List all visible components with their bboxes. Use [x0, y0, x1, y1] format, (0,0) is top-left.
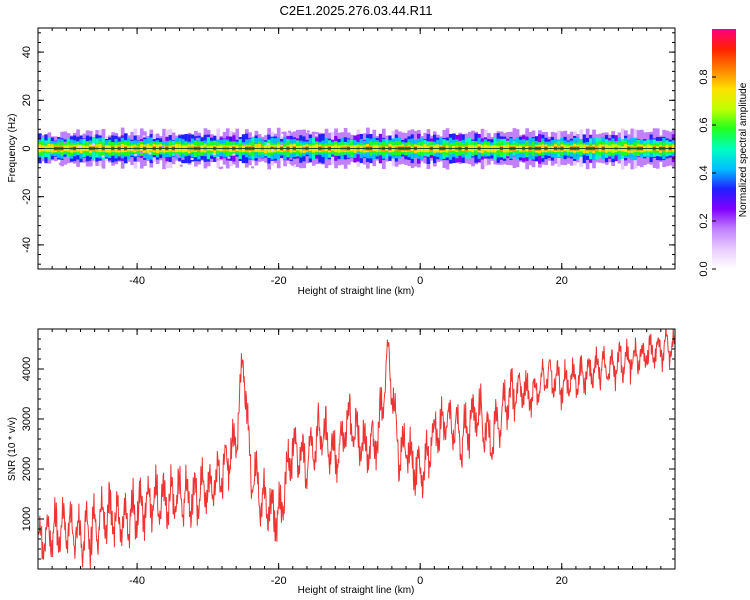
spectrogram-y-tick-label: 0	[21, 145, 33, 151]
heatmap-cell	[426, 145, 431, 153]
heatmap-speckle	[148, 152, 152, 155]
snr-panel: -40 -20 0 20 1000 2000 3000 4000 Height of stra…	[7, 328, 676, 596]
heatmap-speckle	[227, 156, 231, 159]
heatmap-cell	[483, 144, 488, 152]
heatmap-cell	[47, 144, 52, 152]
spectrogram-x-tick-label: 20	[556, 275, 568, 287]
heatmap-speckle	[134, 153, 138, 156]
colorbar-tick-label: 0.4	[698, 165, 710, 180]
snr-x-axis-label: Height of straight line (km)	[298, 585, 415, 596]
heatmap-speckle	[215, 158, 219, 161]
spectrogram-heatmap	[38, 127, 675, 170]
heatmap-speckle	[176, 155, 180, 158]
snr-frame	[37, 328, 676, 570]
heatmap-speckle	[91, 143, 95, 146]
heatmap-speckle	[226, 164, 230, 167]
snr-x-tick-label: -20	[271, 575, 287, 587]
heatmap-cell	[617, 144, 622, 152]
heatmap-speckle	[161, 145, 165, 148]
spectrogram-x-tick-label: 0	[417, 275, 423, 287]
heatmap-speckle	[232, 153, 236, 156]
snr-series-line	[38, 329, 675, 569]
snr-y-axis-label: SNR (10 * v/v)	[7, 417, 18, 481]
heatmap-speckle	[179, 164, 183, 167]
heatmap-speckle	[314, 134, 318, 137]
chart-title: C2E1.2025.276.03.44.R11	[280, 3, 433, 18]
heatmap-cell	[299, 145, 303, 153]
snr-y-tick-label: 2000	[21, 457, 33, 481]
heatmap-speckle	[181, 157, 185, 160]
snr-y-tick-label: 4000	[21, 357, 33, 381]
heatmap-cell	[579, 144, 584, 152]
spectrogram-panel: -40 -20 0 20 -40 -20 0 20 40 Height of straight …	[7, 27, 676, 297]
heatmap-speckle	[242, 143, 246, 146]
spectrogram-frame	[37, 27, 676, 270]
heatmap-speckle	[306, 130, 310, 133]
snr-x-tick-label: -40	[129, 575, 145, 587]
colorbar-tick-label: 0.8	[698, 69, 710, 84]
colorbar-gradient	[712, 29, 736, 269]
spectrogram-y-tick-label: -20	[21, 189, 33, 205]
colorbar-tick-label: 0.6	[698, 117, 710, 132]
heatmap-speckle	[142, 135, 146, 138]
snr-x-tick-label: 20	[556, 575, 568, 587]
heatmap-speckle	[195, 138, 199, 141]
heatmap-speckle	[161, 148, 165, 151]
spectrogram-x-tick-label: -20	[271, 275, 287, 287]
heatmap-speckle	[291, 163, 295, 166]
spectrogram-x-axis-label: Height of straight line (km)	[298, 286, 415, 297]
heatmap-speckle	[308, 132, 312, 135]
colorbar: 0.0 0.2 0.4 0.6 0.8 Normalized spectral ampl…	[698, 29, 749, 277]
heatmap-speckle	[175, 153, 179, 156]
heatmap-speckle	[251, 166, 255, 169]
heatmap-speckle	[287, 130, 291, 133]
heatmap-speckle	[280, 142, 284, 145]
heatmap-speckle	[190, 158, 194, 161]
spectrogram-y-axis-label: Frequency (Hz)	[7, 114, 18, 183]
heatmap-speckle	[218, 167, 222, 170]
heatmap-cell	[646, 144, 651, 152]
heatmap-speckle	[270, 148, 274, 151]
spectrogram-y-tick-label: 40	[21, 46, 33, 58]
heatmap-speckle	[139, 150, 143, 153]
heatmap-speckle	[292, 165, 296, 168]
heatmap-speckle	[164, 161, 168, 164]
spectrogram-y-tick-label: -40	[21, 237, 33, 253]
heatmap-cell	[276, 144, 281, 152]
spectrogram-y-tick-label: 20	[21, 94, 33, 106]
colorbar-tick-label: 0.2	[698, 213, 710, 228]
heatmap-speckle	[268, 132, 272, 135]
snr-y-tick-label: 1000	[21, 507, 33, 531]
heatmap-cell	[372, 144, 377, 152]
heatmap-speckle	[101, 155, 105, 158]
heatmap-speckle	[212, 152, 216, 155]
heatmap-cell	[563, 144, 568, 152]
heatmap-speckle	[78, 145, 82, 148]
heatmap-speckle	[63, 141, 67, 144]
heatmap-speckle	[266, 142, 270, 145]
snr-y-tick-label: 3000	[21, 407, 33, 431]
colorbar-label: Normalized spectral amplitude	[738, 82, 749, 217]
heatmap-speckle	[289, 157, 293, 160]
spectrogram-x-tick-label: -40	[129, 275, 145, 287]
snr-x-tick-label: 0	[417, 575, 423, 587]
heatmap-speckle	[58, 162, 62, 165]
heatmap-speckle	[91, 158, 95, 161]
heatmap-speckle	[281, 131, 285, 134]
colorbar-tick-label: 0.0	[698, 261, 710, 276]
